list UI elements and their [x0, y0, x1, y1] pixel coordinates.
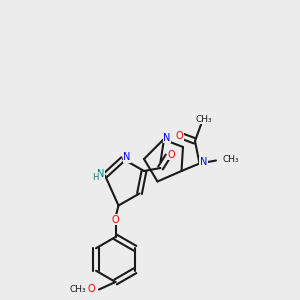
- Text: O: O: [168, 149, 176, 160]
- Text: CH₃: CH₃: [196, 115, 212, 124]
- Text: N: N: [164, 133, 171, 143]
- Text: CH₃: CH₃: [223, 155, 239, 164]
- Text: N: N: [200, 157, 207, 167]
- Text: O: O: [112, 215, 119, 225]
- Text: H: H: [92, 172, 98, 182]
- Text: CH₃: CH₃: [69, 285, 86, 294]
- Text: N: N: [98, 169, 105, 179]
- Text: O: O: [176, 130, 183, 141]
- Text: O: O: [88, 284, 95, 295]
- Text: N: N: [123, 152, 130, 163]
